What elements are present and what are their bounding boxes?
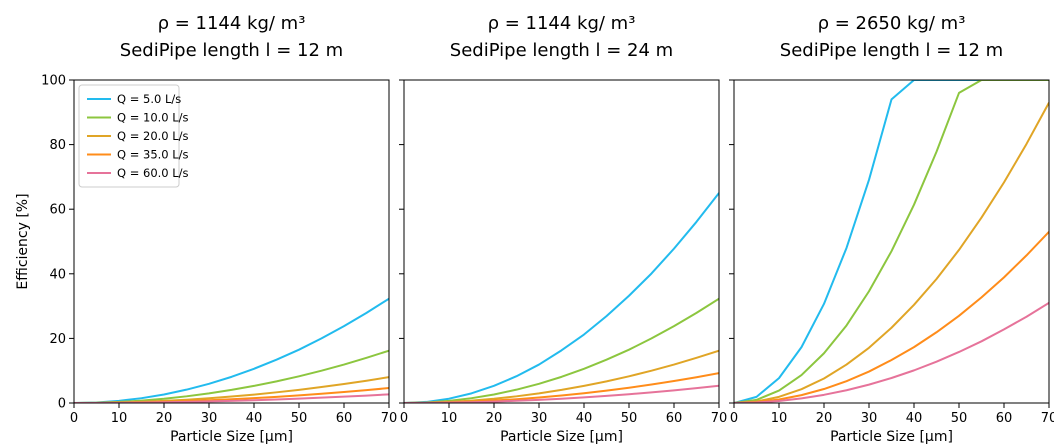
x-tick-label: 60 bbox=[666, 411, 683, 426]
series-line-5 bbox=[734, 302, 1049, 403]
y-tick-label: 100 bbox=[41, 74, 66, 89]
x-tick-label: 20 bbox=[486, 411, 503, 426]
plot-frame bbox=[733, 79, 1050, 404]
chart-title-line2: SediPipe length l = 24 m bbox=[450, 40, 673, 61]
chart-title-line2: SediPipe length l = 12 m bbox=[120, 40, 343, 61]
series-lines bbox=[404, 192, 719, 403]
legend-entry-4: Q = 35.0 L/s bbox=[117, 148, 189, 162]
plot-frame bbox=[403, 79, 720, 404]
y-tick-label: 40 bbox=[49, 267, 66, 282]
x-tick-label: 30 bbox=[861, 411, 878, 426]
y-axis-label: Efficiency [%] bbox=[15, 193, 31, 289]
x-tick-label: 30 bbox=[201, 411, 218, 426]
x-tick-label: 50 bbox=[951, 411, 968, 426]
y-tick-label: 20 bbox=[49, 332, 66, 347]
x-tick-label: 0 bbox=[70, 411, 78, 426]
y-tick-label: 0 bbox=[58, 397, 66, 412]
legend-entry-5: Q = 60.0 L/s bbox=[117, 166, 189, 180]
y-tick-label: 60 bbox=[49, 203, 66, 218]
x-tick-label: 60 bbox=[336, 411, 353, 426]
x-tick-label: 50 bbox=[291, 411, 308, 426]
x-tick-label: 30 bbox=[531, 411, 548, 426]
series-line-2 bbox=[404, 297, 719, 403]
series-line-4 bbox=[734, 231, 1049, 403]
x-tick-label: 20 bbox=[156, 411, 173, 426]
chart-title-line1: ρ = 1144 kg/ m³ bbox=[158, 13, 306, 34]
x-axis-label: Particle Size [µm] bbox=[170, 429, 293, 445]
chart-title-line2: SediPipe length l = 12 m bbox=[780, 40, 1003, 61]
x-tick-label: 10 bbox=[771, 411, 788, 426]
legend-entry-2: Q = 10.0 L/s bbox=[117, 111, 189, 125]
x-tick-label: 50 bbox=[621, 411, 638, 426]
series-line-1 bbox=[734, 80, 1049, 403]
x-tick-label: 10 bbox=[441, 411, 458, 426]
chart-title-line1: ρ = 2650 kg/ m³ bbox=[818, 13, 966, 34]
y-tick-label: 80 bbox=[49, 138, 66, 153]
series-line-5 bbox=[404, 384, 719, 403]
x-tick-label: 0 bbox=[400, 411, 408, 426]
series-line-3 bbox=[734, 102, 1049, 403]
x-axis-label: Particle Size [µm] bbox=[830, 429, 953, 445]
chart-panel-1: ρ = 1144 kg/ m³ SediPipe length l = 12 m 0… bbox=[15, 13, 397, 445]
chart-title-line1: ρ = 1144 kg/ m³ bbox=[488, 13, 636, 34]
legend-entry-1: Q = 5.0 L/s bbox=[117, 92, 181, 106]
x-tick-label: 60 bbox=[996, 411, 1013, 426]
x-tick-label: 0 bbox=[730, 411, 738, 426]
x-tick-label: 20 bbox=[816, 411, 833, 426]
legend: Q = 5.0 L/s Q = 10.0 L/s Q = 20.0 L/s Q = 3… bbox=[78, 84, 189, 188]
x-axis-label: Particle Size [µm] bbox=[500, 429, 623, 445]
x-tick-label: 70 bbox=[711, 411, 728, 426]
x-tick-label: 40 bbox=[246, 411, 263, 426]
plot-frame bbox=[73, 79, 390, 404]
x-tick-label: 40 bbox=[576, 411, 593, 426]
x-tick-label: 10 bbox=[111, 411, 128, 426]
series-line-1 bbox=[74, 297, 389, 403]
legend-entry-3: Q = 20.0 L/s bbox=[117, 129, 189, 143]
chart-panel-2: ρ = 1144 kg/ m³ SediPipe length l = 24 m 0… bbox=[399, 13, 727, 445]
x-tick-label: 40 bbox=[906, 411, 923, 426]
series-lines bbox=[74, 297, 389, 403]
chart-panel-3: ρ = 2650 kg/ m³ SediPipe length l = 12 m 0… bbox=[729, 13, 1054, 445]
series-line-2 bbox=[734, 80, 1049, 403]
x-tick-label: 70 bbox=[1041, 411, 1054, 426]
series-lines bbox=[734, 80, 1049, 403]
series-line-1 bbox=[404, 192, 719, 403]
legend-box bbox=[78, 84, 180, 188]
x-tick-label: 70 bbox=[381, 411, 398, 426]
